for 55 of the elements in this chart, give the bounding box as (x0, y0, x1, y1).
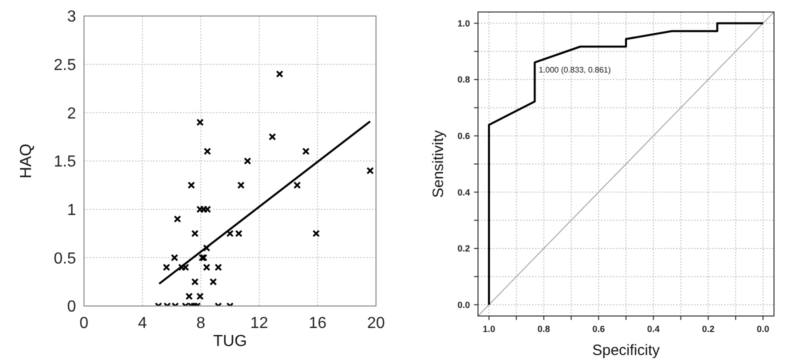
x-axis-title: Specificity (592, 342, 660, 359)
point (237, 181, 245, 189)
y-tick-label: 0.4 (457, 187, 470, 198)
x-tick-label: 4 (138, 315, 147, 332)
y-tick-label: 0 (67, 298, 76, 316)
point (202, 264, 210, 272)
point (276, 70, 284, 78)
point (196, 118, 204, 126)
point (200, 206, 208, 214)
y-tick-label: 0.5 (54, 250, 76, 268)
point (185, 292, 193, 300)
x-tick-label: 20 (367, 315, 385, 332)
point (178, 264, 186, 272)
point (268, 133, 276, 141)
x-tick-label: 16 (308, 315, 327, 332)
x-tick-label: 0.4 (647, 324, 660, 334)
point (302, 148, 310, 156)
point (191, 230, 199, 238)
point (204, 148, 212, 156)
y-axis-title: HAQ (18, 144, 35, 178)
y-tick-label: 0.8 (457, 74, 470, 85)
x-axis-title: TUG (213, 333, 247, 350)
point (174, 215, 182, 223)
x-tick-label: 8 (196, 315, 206, 332)
point (162, 264, 170, 272)
y-tick-label: 0.0 (457, 300, 470, 310)
y-tick-label: 1 (67, 202, 76, 219)
x-tick-label: 0 (80, 315, 89, 332)
y-tick-label: 1.5 (54, 154, 76, 171)
x-tick-label: 0.8 (538, 324, 550, 334)
y-tick-label: 0.6 (457, 131, 470, 141)
y-tick-label: 0.2 (457, 244, 470, 254)
point (214, 264, 222, 272)
point (191, 278, 199, 286)
point (244, 157, 252, 165)
point (210, 278, 217, 286)
x-tick-label: 1.0 (482, 324, 496, 334)
y-tick-label: 3 (67, 8, 76, 26)
x-tick-label: 0.2 (702, 324, 714, 334)
point (202, 244, 210, 252)
x-tick-label: 12 (250, 315, 268, 332)
point (293, 181, 301, 189)
point (182, 264, 190, 272)
point (366, 166, 374, 174)
y-tick-label: 2.5 (54, 56, 76, 74)
y-axis-title: Sensitivity (430, 130, 447, 198)
x-tick-label: 0.0 (756, 324, 770, 334)
annotation: 1.000 (0.833, 0.861) (538, 65, 612, 74)
y-tick-label: 1.0 (457, 18, 470, 28)
y-tick-label: 2 (67, 105, 76, 122)
x-tick-label: 0.6 (592, 324, 605, 334)
point (188, 181, 196, 189)
point (170, 254, 178, 262)
point (312, 230, 320, 238)
point (196, 292, 204, 300)
